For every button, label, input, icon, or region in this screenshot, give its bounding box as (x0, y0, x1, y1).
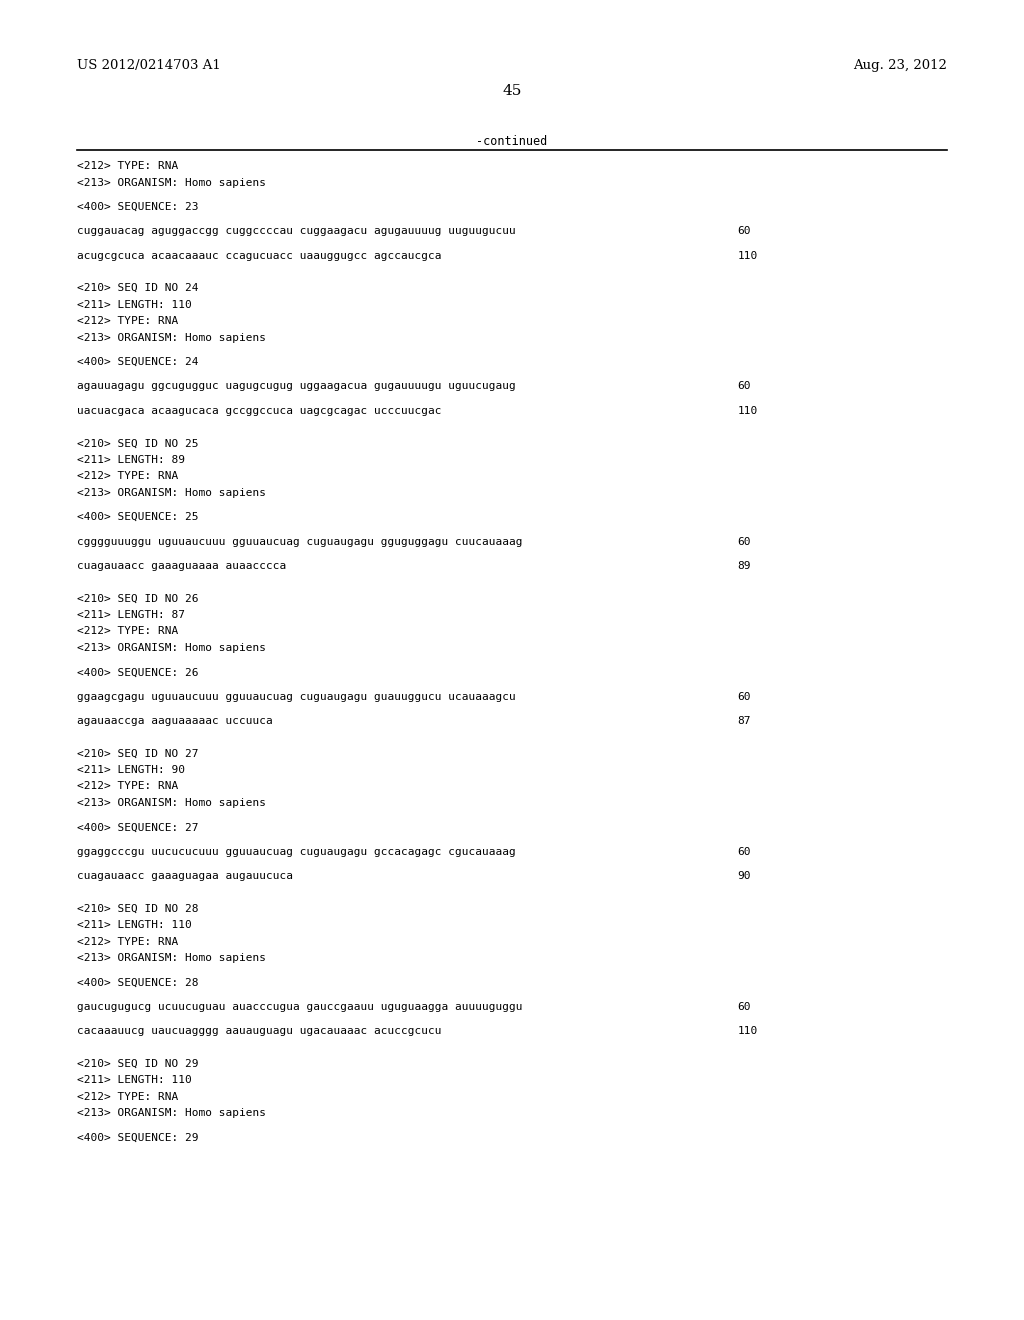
Text: <400> SEQUENCE: 26: <400> SEQUENCE: 26 (77, 667, 199, 677)
Text: 87: 87 (737, 715, 751, 726)
Text: gaucugugucg ucuucuguau auacccugua gauccgaauu uguguaagga auuuuguggu: gaucugugucg ucuucuguau auacccugua gauccg… (77, 1002, 522, 1012)
Text: acugcgcuca acaacaaauc ccagucuacc uaauggugcc agccaucgca: acugcgcuca acaacaaauc ccagucuacc uaauggu… (77, 251, 441, 261)
Text: <211> LENGTH: 110: <211> LENGTH: 110 (77, 920, 191, 931)
Text: <210> SEQ ID NO 27: <210> SEQ ID NO 27 (77, 748, 199, 759)
Text: <211> LENGTH: 90: <211> LENGTH: 90 (77, 764, 184, 775)
Text: <211> LENGTH: 110: <211> LENGTH: 110 (77, 1074, 191, 1085)
Text: cgggguuuggu uguuaucuuu gguuaucuag cuguaugagu gguguggagu cuucauaaag: cgggguuuggu uguuaucuuu gguuaucuag cuguau… (77, 536, 522, 546)
Text: 60: 60 (737, 846, 751, 857)
Text: US 2012/0214703 A1: US 2012/0214703 A1 (77, 59, 220, 73)
Text: <211> LENGTH: 87: <211> LENGTH: 87 (77, 610, 184, 620)
Text: -continued: -continued (476, 135, 548, 148)
Text: cuagauaacc gaaaguaaaa auaacccca: cuagauaacc gaaaguaaaa auaacccca (77, 561, 286, 572)
Text: <210> SEQ ID NO 24: <210> SEQ ID NO 24 (77, 282, 199, 293)
Text: <213> ORGANISM: Homo sapiens: <213> ORGANISM: Homo sapiens (77, 953, 266, 964)
Text: <212> TYPE: RNA: <212> TYPE: RNA (77, 471, 178, 482)
Text: <400> SEQUENCE: 28: <400> SEQUENCE: 28 (77, 977, 199, 987)
Text: <212> TYPE: RNA: <212> TYPE: RNA (77, 626, 178, 636)
Text: <212> TYPE: RNA: <212> TYPE: RNA (77, 161, 178, 172)
Text: <213> ORGANISM: Homo sapiens: <213> ORGANISM: Homo sapiens (77, 797, 266, 808)
Text: 60: 60 (737, 1002, 751, 1012)
Text: <212> TYPE: RNA: <212> TYPE: RNA (77, 936, 178, 946)
Text: cacaaauucg uaucuagggg aauauguagu ugacauaaac acuccgcucu: cacaaauucg uaucuagggg aauauguagu ugacaua… (77, 1026, 441, 1036)
Text: <212> TYPE: RNA: <212> TYPE: RNA (77, 781, 178, 792)
Text: 110: 110 (737, 1026, 758, 1036)
Text: <213> ORGANISM: Homo sapiens: <213> ORGANISM: Homo sapiens (77, 487, 266, 498)
Text: <210> SEQ ID NO 29: <210> SEQ ID NO 29 (77, 1059, 199, 1069)
Text: <211> LENGTH: 89: <211> LENGTH: 89 (77, 454, 184, 465)
Text: <210> SEQ ID NO 26: <210> SEQ ID NO 26 (77, 593, 199, 603)
Text: <400> SEQUENCE: 29: <400> SEQUENCE: 29 (77, 1133, 199, 1143)
Text: <213> ORGANISM: Homo sapiens: <213> ORGANISM: Homo sapiens (77, 333, 266, 343)
Text: <213> ORGANISM: Homo sapiens: <213> ORGANISM: Homo sapiens (77, 1107, 266, 1118)
Text: <211> LENGTH: 110: <211> LENGTH: 110 (77, 300, 191, 310)
Text: <212> TYPE: RNA: <212> TYPE: RNA (77, 315, 178, 326)
Text: agauaaccga aaguaaaaac uccuuca: agauaaccga aaguaaaaac uccuuca (77, 715, 272, 726)
Text: 60: 60 (737, 536, 751, 546)
Text: cuagauaacc gaaaguagaa augauucuca: cuagauaacc gaaaguagaa augauucuca (77, 871, 293, 882)
Text: <400> SEQUENCE: 27: <400> SEQUENCE: 27 (77, 822, 199, 833)
Text: 60: 60 (737, 381, 751, 392)
Text: 110: 110 (737, 251, 758, 261)
Text: 89: 89 (737, 561, 751, 572)
Text: Aug. 23, 2012: Aug. 23, 2012 (853, 59, 947, 73)
Text: 110: 110 (737, 405, 758, 416)
Text: <213> ORGANISM: Homo sapiens: <213> ORGANISM: Homo sapiens (77, 177, 266, 187)
Text: 90: 90 (737, 871, 751, 882)
Text: <400> SEQUENCE: 24: <400> SEQUENCE: 24 (77, 356, 199, 367)
Text: ggaggcccgu uucucucuuu gguuaucuag cuguaugagu gccacagagc cgucauaaag: ggaggcccgu uucucucuuu gguuaucuag cuguaug… (77, 846, 515, 857)
Text: ggaagcgagu uguuaucuuu gguuaucuag cuguaugagu guauuggucu ucauaaagcu: ggaagcgagu uguuaucuuu gguuaucuag cuguaug… (77, 692, 515, 702)
Text: <212> TYPE: RNA: <212> TYPE: RNA (77, 1092, 178, 1102)
Text: uacuacgaca acaagucaca gccggccuca uagcgcagac ucccuucgac: uacuacgaca acaagucaca gccggccuca uagcgca… (77, 405, 441, 416)
Text: <400> SEQUENCE: 23: <400> SEQUENCE: 23 (77, 202, 199, 213)
Text: <210> SEQ ID NO 25: <210> SEQ ID NO 25 (77, 438, 199, 449)
Text: <210> SEQ ID NO 28: <210> SEQ ID NO 28 (77, 903, 199, 913)
Text: 60: 60 (737, 692, 751, 702)
Text: <400> SEQUENCE: 25: <400> SEQUENCE: 25 (77, 512, 199, 523)
Text: cuggauacag aguggaccgg cuggccccau cuggaagacu agugauuuug uuguugucuu: cuggauacag aguggaccgg cuggccccau cuggaag… (77, 226, 515, 236)
Text: 45: 45 (503, 84, 521, 99)
Text: agauuagagu ggcugugguc uagugcugug uggaagacua gugauuuugu uguucugaug: agauuagagu ggcugugguc uagugcugug uggaaga… (77, 381, 515, 392)
Text: 60: 60 (737, 226, 751, 236)
Text: <213> ORGANISM: Homo sapiens: <213> ORGANISM: Homo sapiens (77, 643, 266, 653)
